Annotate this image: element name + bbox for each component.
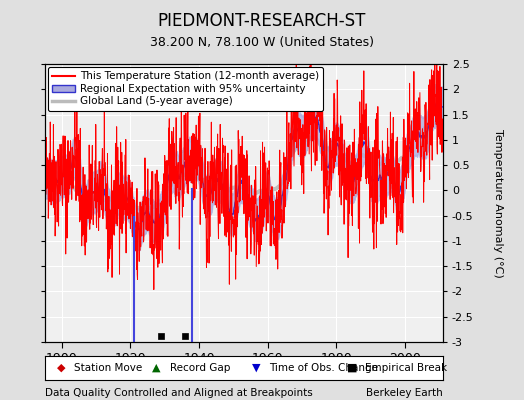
Text: ■: ■ — [347, 363, 358, 373]
Text: PIEDMONT-RESEARCH-ST: PIEDMONT-RESEARCH-ST — [158, 12, 366, 30]
Text: Station Move: Station Move — [74, 363, 143, 373]
Text: ▼: ▼ — [252, 363, 260, 373]
Legend: This Temperature Station (12-month average), Regional Expectation with 95% uncer: This Temperature Station (12-month avera… — [48, 67, 323, 111]
Text: ◆: ◆ — [57, 363, 65, 373]
Text: 38.200 N, 78.100 W (United States): 38.200 N, 78.100 W (United States) — [150, 36, 374, 49]
Text: Empirical Break: Empirical Break — [365, 363, 447, 373]
Text: Time of Obs. Change: Time of Obs. Change — [269, 363, 378, 373]
Text: ▲: ▲ — [152, 363, 160, 373]
Text: Berkeley Earth: Berkeley Earth — [366, 388, 443, 398]
Y-axis label: Temperature Anomaly (°C): Temperature Anomaly (°C) — [493, 129, 503, 277]
Text: Record Gap: Record Gap — [170, 363, 231, 373]
Text: Data Quality Controlled and Aligned at Breakpoints: Data Quality Controlled and Aligned at B… — [45, 388, 312, 398]
